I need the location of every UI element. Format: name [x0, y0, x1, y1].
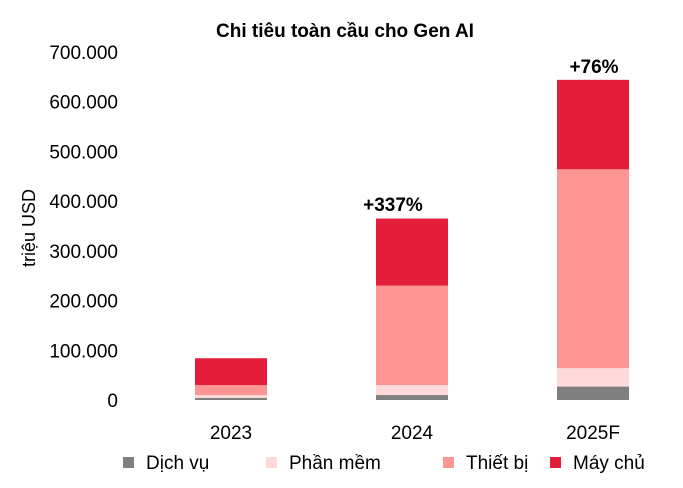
legend: Dịch vụ Phần mềm Thiết bị Máy chủ [123, 453, 645, 474]
chart-title: Chi tiêu toàn cầu cho Gen AI [216, 21, 474, 42]
bar-segment [376, 385, 448, 396]
legend-swatch [123, 457, 134, 468]
bars-group [195, 79, 629, 400]
y-axis-label: triệu USD [19, 189, 39, 267]
y-tick-label: 400.000 [49, 192, 118, 213]
y-tick-label: 100.000 [49, 341, 118, 362]
bar-segment [376, 218, 448, 286]
y-tick-label: 300.000 [49, 242, 118, 263]
legend-label: Máy chủ [573, 453, 645, 474]
bar-segment [557, 368, 629, 387]
bar-segment [195, 395, 267, 399]
bar-segment [195, 358, 267, 386]
bar-segment [557, 79, 629, 170]
legend-label: Phần mềm [289, 453, 381, 474]
bar-segment [376, 285, 448, 386]
bar-segment [376, 395, 448, 400]
x-tick-label: 2025F [566, 423, 620, 444]
growth-annotation: +76% [569, 57, 618, 78]
x-axis-ticks: 2023 2024 2025F [210, 423, 620, 444]
y-axis-ticks: 0 100.000 200.000 300.000 400.000 500.000 600.… [49, 43, 118, 412]
y-tick-label: 0 [107, 391, 118, 412]
bar-segment [557, 169, 629, 369]
bar-segment [557, 386, 629, 400]
x-tick-label: 2024 [391, 423, 434, 444]
legend-label: Dịch vụ [146, 453, 209, 474]
bar-segment [195, 385, 267, 396]
y-tick-label: 500.000 [49, 142, 118, 163]
growth-annotation: +337% [363, 195, 423, 216]
legend-swatch [550, 457, 561, 468]
y-tick-label: 700.000 [49, 43, 118, 64]
growth-annotations: +337% +76% [363, 57, 619, 216]
y-tick-label: 600.000 [49, 93, 118, 114]
legend-swatch [266, 457, 277, 468]
x-tick-label: 2023 [210, 423, 252, 444]
legend-label: Thiết bị [466, 453, 528, 474]
bar-segment [195, 398, 267, 400]
legend-swatch [443, 457, 454, 468]
y-tick-label: 200.000 [49, 292, 118, 313]
